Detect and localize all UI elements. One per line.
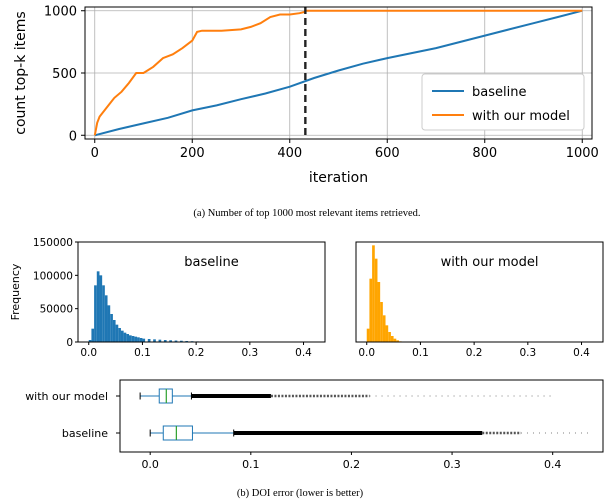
plot-frame xyxy=(77,241,326,343)
y-tick-label: 1000 xyxy=(44,5,77,20)
legend-entry: baseline xyxy=(472,85,526,100)
hist-bar xyxy=(374,258,378,342)
hist-bar xyxy=(129,335,132,342)
x-tick-label: 0.0 xyxy=(358,347,375,359)
hist-bar xyxy=(91,328,95,342)
caption-b: (b) DOI error (lower is better) xyxy=(237,488,364,499)
series-line-with-our-model xyxy=(93,9,583,136)
box-with-our-model xyxy=(139,388,553,404)
x-tick-label: 0.0 xyxy=(80,347,97,359)
model-histogram: 0.0 0.1 0.2 0.3 0.4 with our model xyxy=(355,241,604,359)
hist-bar xyxy=(163,340,167,342)
x-tick-label: 0.1 xyxy=(412,347,429,359)
y-tick-label: 100000 xyxy=(33,270,73,282)
y-tick-label: 0 xyxy=(66,337,73,349)
hist-bar xyxy=(369,278,373,342)
hist-bar xyxy=(393,338,397,342)
x-tick-label: 800 xyxy=(472,146,497,161)
legend: baseline with our model xyxy=(421,73,585,131)
hist-bar xyxy=(380,302,383,342)
plot-frame xyxy=(355,241,604,343)
hist-bar xyxy=(120,330,124,342)
x-tick-label: 0.3 xyxy=(241,347,258,359)
x-tick-label: 400 xyxy=(277,146,302,161)
box-baseline xyxy=(149,425,593,441)
x-tick-label: 1000 xyxy=(566,146,599,161)
x-tick-label: 0.1 xyxy=(242,458,260,471)
hist-bar xyxy=(110,314,113,342)
hist-bar xyxy=(180,340,183,342)
x-axis-label: iteration xyxy=(309,170,368,186)
x-tick-label: 0 xyxy=(91,146,99,161)
hist-bar xyxy=(123,332,127,342)
hist-bar xyxy=(153,339,156,342)
hist-bar xyxy=(382,315,386,342)
caption-a: (a) Number of top 1000 most relevant ite… xyxy=(193,208,420,219)
y-tick-label: 500 xyxy=(52,67,77,82)
category-label: with our model xyxy=(25,390,108,403)
x-tick-label: 0.2 xyxy=(343,458,361,471)
hist-bar xyxy=(158,339,162,342)
histogram-title: baseline xyxy=(184,255,238,270)
plot-frame xyxy=(119,379,604,453)
hist-bar xyxy=(104,295,108,342)
legend-entry: with our model xyxy=(472,109,570,124)
category-label: baseline xyxy=(62,427,108,440)
hist-bar xyxy=(385,325,389,342)
y-tick-label: 150000 xyxy=(33,237,73,249)
x-tick-label: 0.2 xyxy=(188,347,205,359)
x-tick-label: 0.3 xyxy=(519,347,536,359)
x-tick-label: 600 xyxy=(375,146,400,161)
hist-bar xyxy=(366,328,370,342)
hist-bar xyxy=(88,340,92,342)
baseline-histogram: 0.0 0.1 0.2 0.3 0.4 0 50000 100000 150000 Frequen… xyxy=(9,237,326,359)
hist-bar xyxy=(94,285,97,342)
hist-bar xyxy=(377,282,381,342)
hist-bar xyxy=(131,336,135,342)
histogram-title: with our model xyxy=(441,255,539,270)
hist-bar xyxy=(115,324,119,342)
y-tick-label: 50000 xyxy=(40,304,73,316)
doi-error-boxplot: with our model baseline 0.0 0.1 0.2 0.3 0.4 xyxy=(25,379,604,471)
hist-bar xyxy=(107,305,111,342)
hist-bar xyxy=(137,337,140,342)
x-tick-label: 200 xyxy=(180,146,205,161)
hist-bar xyxy=(118,328,121,342)
y-tick-label: 0 xyxy=(69,129,77,144)
hist-bar xyxy=(396,340,399,342)
y-axis-label: Frequency xyxy=(9,263,22,320)
x-tick-label: 0.3 xyxy=(443,458,461,471)
hist-bar xyxy=(102,285,105,342)
hist-bar xyxy=(174,340,178,342)
hist-bar xyxy=(372,245,375,342)
hist-bar xyxy=(126,334,130,342)
x-tick-label: 0.4 xyxy=(573,347,590,359)
y-axis-label: count top-k items xyxy=(13,11,29,134)
series-line-baseline xyxy=(94,9,583,137)
x-tick-label: 0.0 xyxy=(141,458,159,471)
hist-bar xyxy=(147,339,151,342)
hist-bar xyxy=(169,340,172,342)
x-tick-label: 0.2 xyxy=(466,347,483,359)
hist-bar xyxy=(388,332,391,342)
hist-bar xyxy=(390,336,394,342)
x-tick-label: 0.4 xyxy=(544,458,562,471)
hist-bar xyxy=(142,338,146,342)
hist-bar xyxy=(96,271,100,342)
hist-bar xyxy=(139,338,143,342)
hist-bar xyxy=(134,336,138,342)
x-tick-label: 0.4 xyxy=(295,347,312,359)
hist-bar xyxy=(99,275,103,342)
hist-bar xyxy=(112,320,116,342)
x-tick-label: 0.1 xyxy=(134,347,151,359)
top-k-line-chart: 0 200 400 600 800 1000 0 500 1000 iteration count … xyxy=(13,5,599,186)
box-iqr xyxy=(162,425,193,441)
